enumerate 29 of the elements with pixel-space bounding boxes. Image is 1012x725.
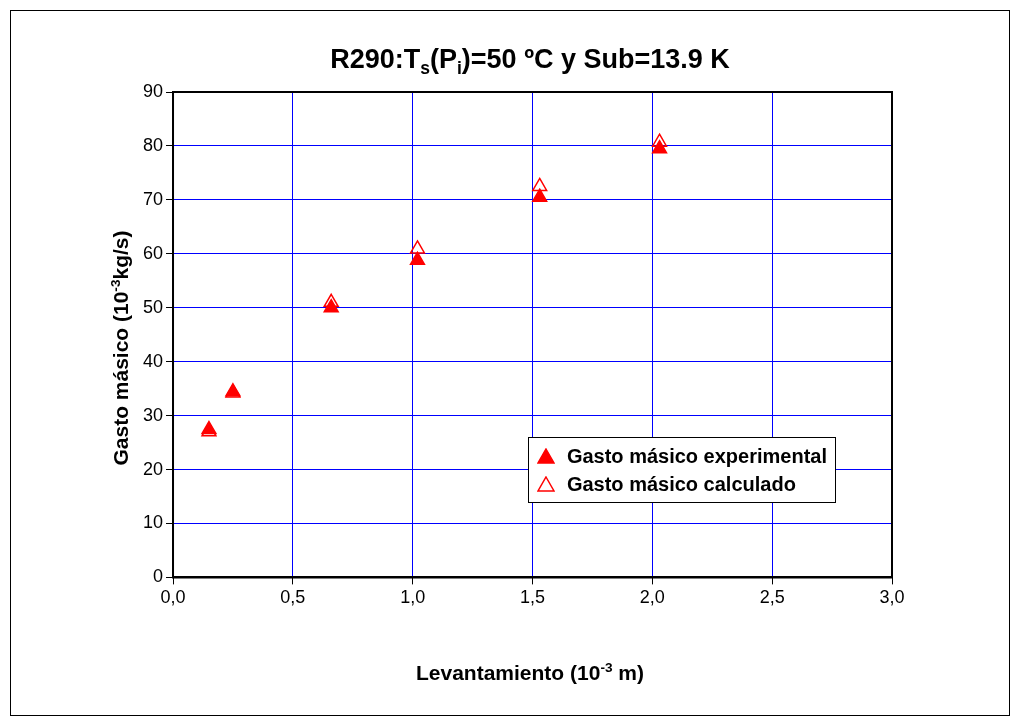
y-tick-label: 60 <box>142 242 164 263</box>
point <box>651 139 668 154</box>
legend-label: Gasto másico experimental <box>566 444 827 470</box>
y-tick-label: 80 <box>142 134 164 155</box>
point <box>409 240 426 254</box>
x-tick-label: 1,0 <box>400 587 426 608</box>
point <box>532 188 548 202</box>
y-tick-label: 20 <box>142 458 164 479</box>
x-tick-label: 2,0 <box>639 587 665 608</box>
y-tick-label: 0 <box>153 566 164 587</box>
x-tick-label: 0,0 <box>160 587 186 608</box>
y-tick-label: 50 <box>142 296 164 317</box>
x-tick-label: 1,5 <box>520 587 546 608</box>
point <box>323 293 339 308</box>
point <box>409 251 426 266</box>
x-tick-label: 2,5 <box>759 587 785 608</box>
x-tick-label: 3,0 <box>879 587 905 608</box>
y-tick-label: 30 <box>142 404 164 425</box>
legend-label: Gasto másico calculado <box>566 472 796 498</box>
point <box>532 177 548 192</box>
point <box>651 133 668 147</box>
x-tick-label: 0,5 <box>280 587 306 608</box>
y-tick-label: 10 <box>142 512 164 533</box>
y-tick-label: 90 <box>142 80 164 101</box>
x-axis-title: Levantamiento (10$^{-3}$ m) <box>415 660 645 685</box>
point <box>323 298 339 313</box>
chart-title: R290:T$_{s}$(P$_{i}$)=50 ºC y Sub=13.9 K <box>329 44 731 80</box>
y-tick-label: 40 <box>142 350 164 371</box>
y-tick-label: 70 <box>142 188 164 209</box>
